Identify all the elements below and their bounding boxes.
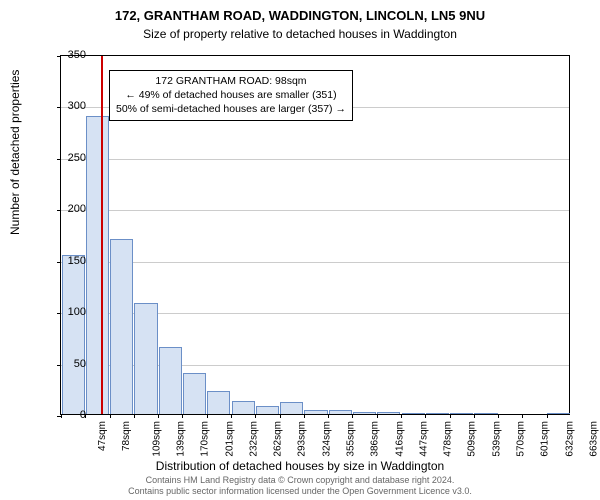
- y-tick-label: 50: [56, 358, 86, 370]
- y-tick-label: 250: [56, 152, 86, 164]
- histogram-bar: [402, 413, 425, 414]
- x-tick-mark: [401, 414, 402, 418]
- x-tick-label: 539sqm: [491, 421, 502, 457]
- page-title: 172, GRANTHAM ROAD, WADDINGTON, LINCOLN,…: [0, 0, 600, 25]
- histogram-bar: [280, 402, 303, 414]
- x-tick-label: 232sqm: [248, 421, 259, 457]
- x-tick-mark: [231, 414, 232, 418]
- histogram-bar: [474, 413, 497, 414]
- x-tick-label: 478sqm: [443, 421, 454, 457]
- gridline-h: [61, 262, 569, 263]
- chart-container: 172, GRANTHAM ROAD, WADDINGTON, LINCOLN,…: [0, 0, 600, 500]
- gridline-h: [61, 159, 569, 160]
- x-tick-label: 293sqm: [297, 421, 308, 457]
- histogram-bar: [134, 303, 157, 414]
- histogram-bar: [353, 412, 376, 414]
- x-tick-mark: [450, 414, 451, 418]
- histogram-bar: [232, 401, 255, 414]
- x-tick-label: 324sqm: [321, 421, 332, 457]
- footer-line1: Contains HM Land Registry data © Crown c…: [0, 475, 600, 487]
- plot-area: 172 GRANTHAM ROAD: 98sqm ← 49% of detach…: [60, 55, 570, 415]
- x-tick-mark: [474, 414, 475, 418]
- x-tick-mark: [304, 414, 305, 418]
- x-tick-label: 447sqm: [418, 421, 429, 457]
- x-tick-mark: [182, 414, 183, 418]
- histogram-bar: [207, 391, 230, 414]
- x-tick-label: 109sqm: [151, 421, 162, 457]
- gridline-h: [61, 210, 569, 211]
- x-tick-label: 139sqm: [176, 421, 187, 457]
- x-tick-label: 47sqm: [97, 421, 108, 451]
- y-tick-label: 200: [56, 203, 86, 215]
- x-tick-label: 570sqm: [516, 421, 527, 457]
- x-tick-label: 262sqm: [273, 421, 284, 457]
- y-tick-label: 300: [56, 100, 86, 112]
- x-tick-label: 632sqm: [564, 421, 575, 457]
- y-tick-label: 100: [56, 306, 86, 318]
- annotation-line2: ← 49% of detached houses are smaller (35…: [116, 88, 346, 102]
- annotation-box: 172 GRANTHAM ROAD: 98sqm ← 49% of detach…: [109, 70, 353, 121]
- x-tick-label: 201sqm: [224, 421, 235, 457]
- x-tick-label: 601sqm: [540, 421, 551, 457]
- y-tick-label: 150: [56, 255, 86, 267]
- histogram-bar: [256, 406, 279, 414]
- x-tick-mark: [134, 414, 135, 418]
- x-tick-label: 170sqm: [200, 421, 211, 457]
- x-tick-label: 663sqm: [588, 421, 599, 457]
- histogram-bar: [426, 413, 449, 414]
- x-tick-mark: [110, 414, 111, 418]
- x-tick-mark: [425, 414, 426, 418]
- annotation-line1: 172 GRANTHAM ROAD: 98sqm: [116, 74, 346, 88]
- page-subtitle: Size of property relative to detached ho…: [0, 25, 600, 41]
- footer-line2: Contains public sector information licen…: [0, 486, 600, 498]
- annotation-line3: 50% of semi-detached houses are larger (…: [116, 102, 346, 116]
- histogram-bar: [159, 347, 182, 414]
- x-tick-mark: [377, 414, 378, 418]
- histogram-bar: [110, 239, 133, 414]
- x-tick-mark: [352, 414, 353, 418]
- x-tick-label: 416sqm: [394, 421, 405, 457]
- y-tick-label: 350: [56, 49, 86, 61]
- x-tick-mark: [522, 414, 523, 418]
- y-axis-label: Number of detached properties: [8, 70, 22, 235]
- histogram-bar: [377, 412, 400, 414]
- y-tick-label: 0: [56, 409, 86, 421]
- histogram-bar: [304, 410, 327, 414]
- x-tick-label: 78sqm: [121, 421, 132, 451]
- x-axis-label: Distribution of detached houses by size …: [0, 459, 600, 473]
- histogram-bar: [329, 410, 352, 414]
- x-tick-mark: [498, 414, 499, 418]
- x-tick-mark: [158, 414, 159, 418]
- x-tick-mark: [547, 414, 548, 418]
- histogram-bar: [183, 373, 206, 414]
- x-tick-mark: [280, 414, 281, 418]
- histogram-bar: [62, 255, 85, 414]
- x-tick-label: 386sqm: [370, 421, 381, 457]
- reference-vline: [101, 56, 103, 414]
- x-tick-mark: [207, 414, 208, 418]
- histogram-bar: [547, 413, 570, 414]
- footer-attribution: Contains HM Land Registry data © Crown c…: [0, 475, 600, 498]
- histogram-bar: [86, 116, 109, 414]
- x-tick-mark: [255, 414, 256, 418]
- x-tick-label: 355sqm: [346, 421, 357, 457]
- histogram-bar: [450, 413, 473, 414]
- x-tick-mark: [328, 414, 329, 418]
- x-tick-label: 509sqm: [467, 421, 478, 457]
